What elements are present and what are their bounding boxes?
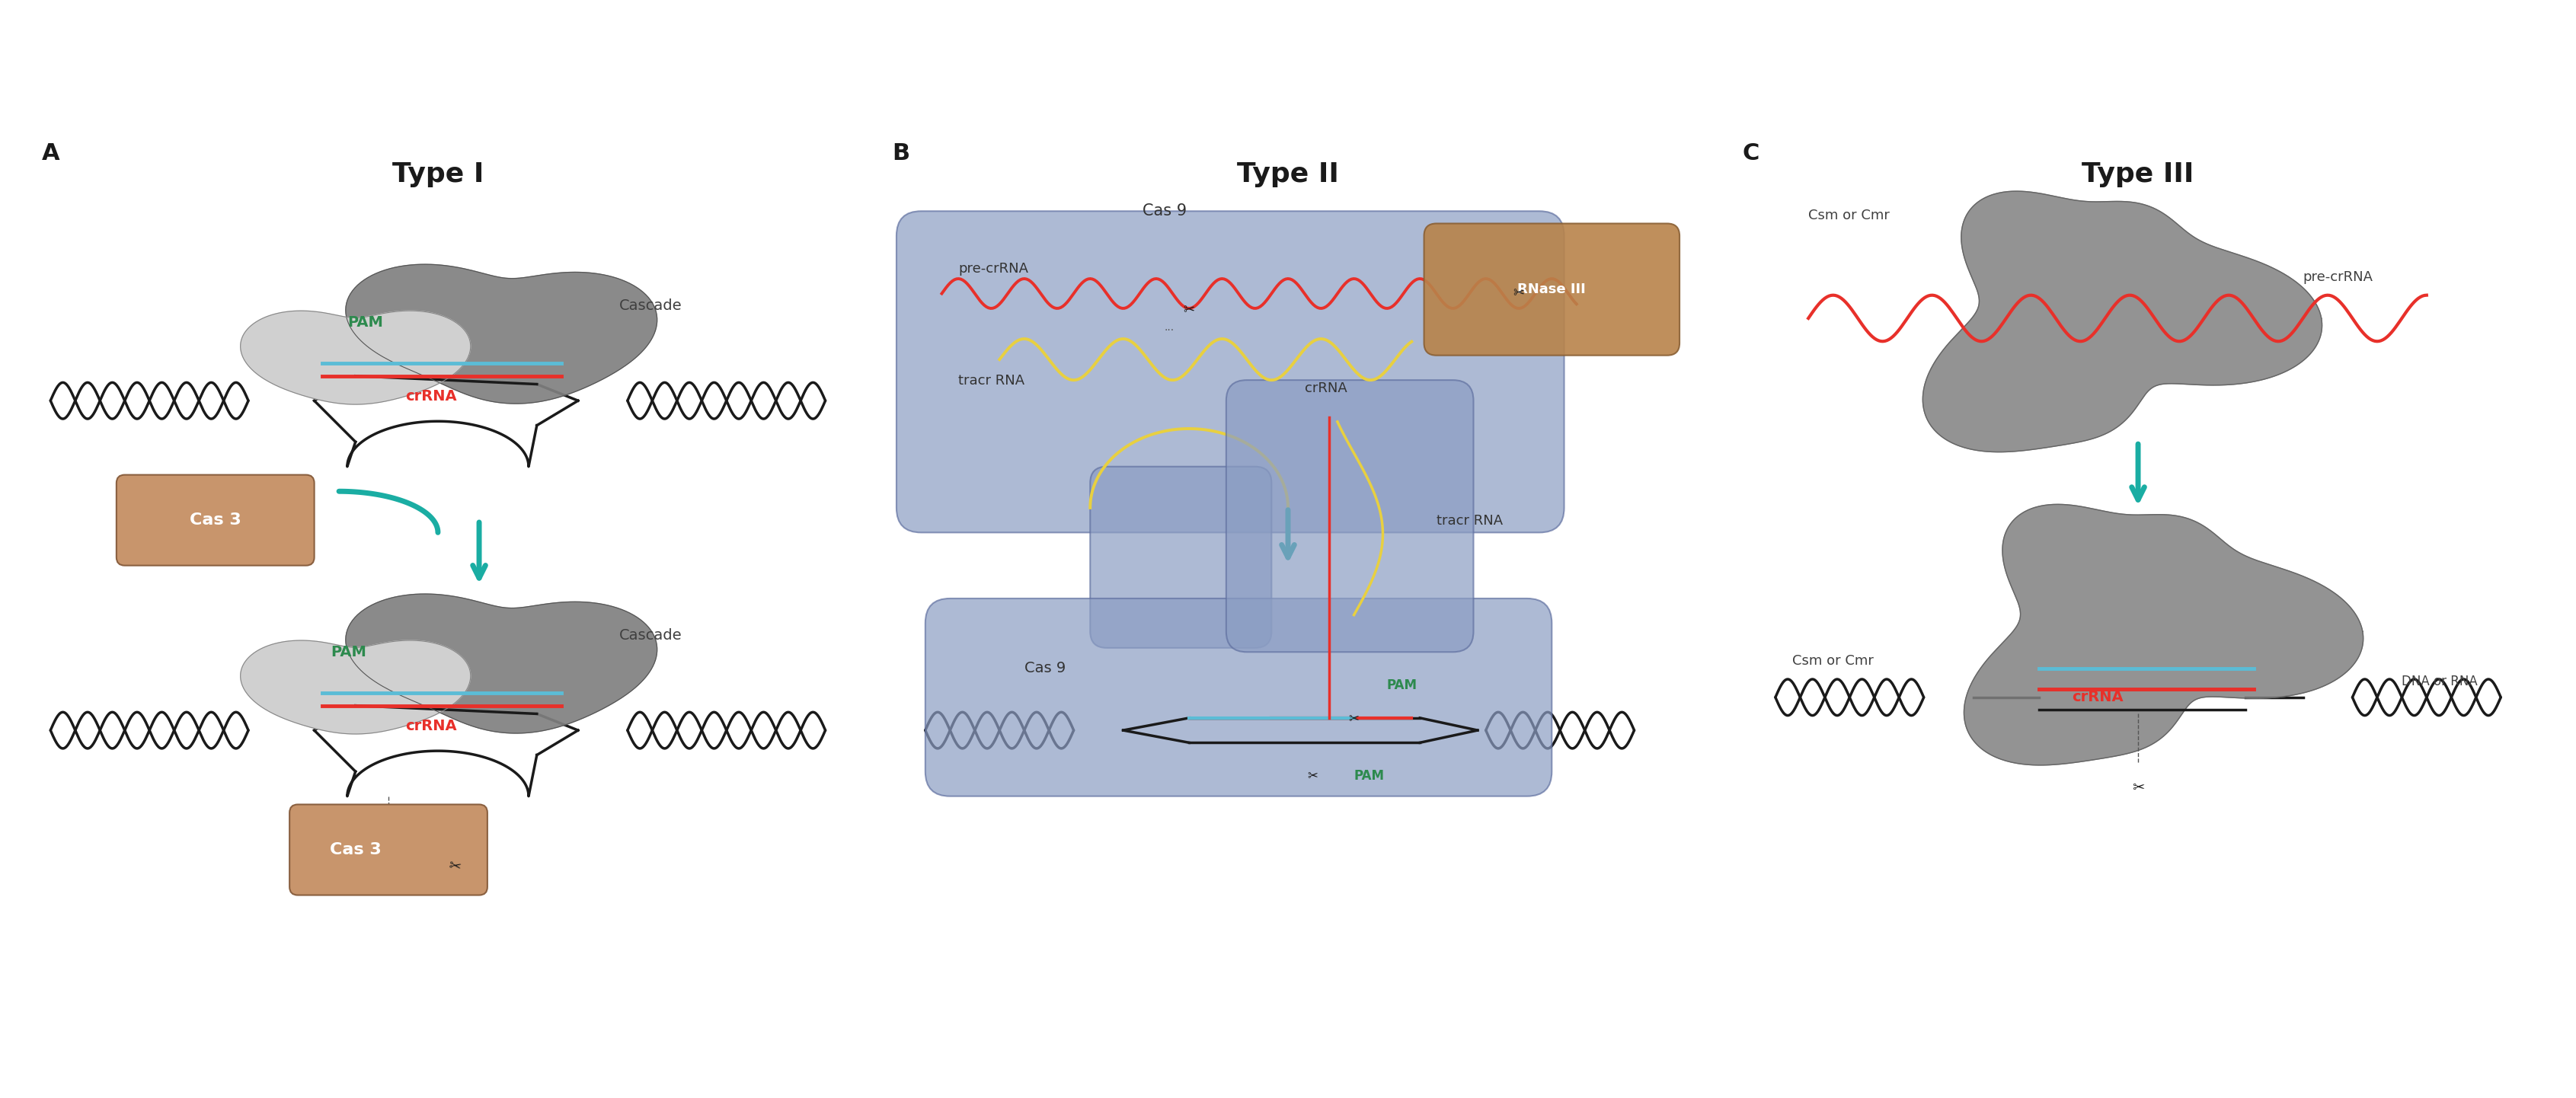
Text: PAM: PAM — [330, 645, 366, 659]
Text: Csm or Cmr: Csm or Cmr — [1808, 209, 1891, 223]
Text: Type I: Type I — [392, 161, 484, 187]
Text: ✂: ✂ — [1309, 769, 1319, 783]
Text: ✂: ✂ — [1182, 303, 1195, 317]
Text: crRNA: crRNA — [2071, 690, 2123, 705]
Text: crRNA: crRNA — [1303, 382, 1347, 395]
Text: Cas 9: Cas 9 — [1025, 661, 1066, 675]
Text: pre-crRNA: pre-crRNA — [958, 262, 1028, 276]
Text: crRNA: crRNA — [404, 719, 456, 733]
Text: B: B — [891, 143, 909, 165]
Text: ...: ... — [1164, 322, 1175, 333]
Text: ✂: ✂ — [1512, 287, 1525, 301]
Text: Cascade: Cascade — [618, 628, 683, 642]
Text: ✂: ✂ — [2133, 781, 2143, 795]
Text: PAM: PAM — [1355, 769, 1383, 783]
FancyBboxPatch shape — [1226, 380, 1473, 652]
FancyBboxPatch shape — [289, 805, 487, 895]
Polygon shape — [1963, 504, 2362, 765]
Text: ✂: ✂ — [448, 858, 461, 874]
Text: crRNA: crRNA — [404, 390, 456, 404]
FancyBboxPatch shape — [1425, 224, 1680, 356]
Polygon shape — [1922, 191, 2321, 452]
Text: ✂: ✂ — [1350, 712, 1360, 725]
Text: C: C — [1741, 143, 1759, 165]
Text: A: A — [41, 143, 59, 165]
Text: pre-crRNA: pre-crRNA — [2303, 270, 2372, 284]
Text: Type II: Type II — [1236, 161, 1340, 187]
Text: DNA or RNA: DNA or RNA — [2401, 674, 2478, 688]
Text: Type III: Type III — [2081, 161, 2195, 187]
FancyBboxPatch shape — [1090, 467, 1273, 648]
Text: tracr RNA: tracr RNA — [958, 373, 1025, 388]
Polygon shape — [345, 594, 657, 733]
Text: Csm or Cmr: Csm or Cmr — [1793, 653, 1873, 668]
Text: PAM: PAM — [348, 315, 384, 329]
Text: Cas 3: Cas 3 — [330, 842, 381, 858]
FancyBboxPatch shape — [116, 474, 314, 565]
Text: Cas 9: Cas 9 — [1141, 203, 1188, 219]
FancyBboxPatch shape — [925, 598, 1551, 796]
Polygon shape — [240, 311, 471, 404]
Polygon shape — [345, 265, 657, 404]
Text: Cas 3: Cas 3 — [191, 513, 242, 528]
Text: RNase III: RNase III — [1517, 282, 1587, 296]
Polygon shape — [240, 640, 471, 733]
Text: Cascade: Cascade — [618, 299, 683, 313]
FancyBboxPatch shape — [896, 211, 1564, 533]
Text: PAM: PAM — [1386, 679, 1417, 692]
Text: tracr RNA: tracr RNA — [1437, 514, 1502, 527]
